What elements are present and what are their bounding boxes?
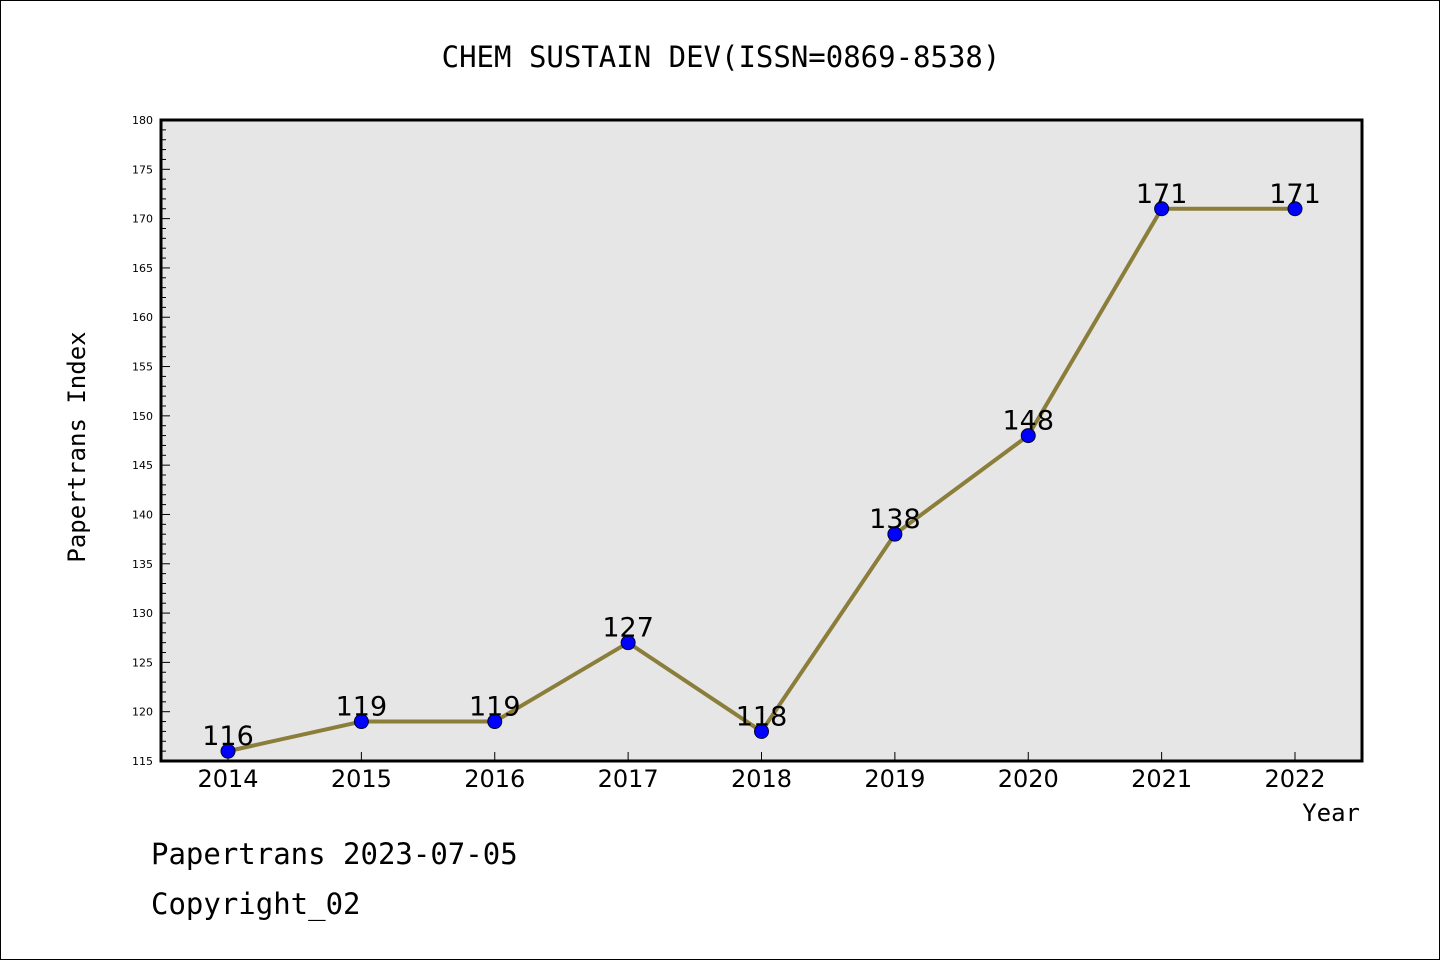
data-label: 148 [1002, 406, 1054, 437]
x-tick-label: 2019 [864, 765, 925, 793]
x-axis-label: Year [1302, 799, 1360, 827]
x-tick-label: 2018 [731, 765, 792, 793]
y-tick-label: 160 [132, 311, 153, 324]
y-tick-label: 130 [132, 607, 153, 620]
data-point [487, 714, 503, 730]
data-point [1154, 201, 1170, 217]
y-tick-label: 165 [132, 262, 153, 275]
y-tick-label: 120 [132, 706, 153, 719]
series-line-group [220, 201, 1303, 759]
x-tick-label: 2022 [1264, 765, 1325, 793]
x-axis: 2014 2015 2016 2017 2018 2019 2020 2021 2022 [197, 752, 1326, 793]
y-axis-label: Papertrans Index [63, 331, 91, 562]
data-labels-group: 116 119 119 127 118 138 148 171 171 [202, 179, 1321, 752]
y-tick-label: 150 [132, 410, 153, 423]
y-tick-label: 170 [132, 213, 153, 226]
data-point [1020, 428, 1036, 444]
y-axis: 115 120 125 130 135 140 145 150 155 160 165 170 175 1… [132, 114, 170, 768]
data-label: 119 [336, 692, 388, 723]
data-point [353, 714, 369, 730]
footer-date: Papertrans 2023-07-05 [151, 837, 518, 871]
data-label: 118 [736, 701, 788, 732]
x-tick-label: 2016 [464, 765, 525, 793]
y-tick-label: 180 [132, 114, 153, 127]
x-tick-label: 2020 [998, 765, 1059, 793]
y-tick-label: 135 [132, 558, 153, 571]
x-tick-label: 2014 [197, 765, 258, 793]
footer-copyright: Copyright_02 [151, 887, 361, 921]
data-label: 116 [202, 721, 254, 752]
chart-title: CHEM SUSTAIN DEV(ISSN=0869-8538) [442, 40, 1001, 74]
data-point [220, 743, 236, 759]
data-label: 171 [1136, 179, 1188, 210]
data-point [620, 635, 636, 651]
data-label: 119 [469, 692, 521, 723]
data-label: 171 [1269, 179, 1321, 210]
data-point [754, 723, 769, 739]
y-tick-label: 125 [132, 656, 153, 669]
data-point [887, 526, 903, 542]
y-tick-label: 155 [132, 361, 153, 374]
y-tick-label: 140 [132, 508, 153, 521]
data-point [1287, 201, 1303, 217]
y-tick-label: 175 [132, 163, 153, 176]
y-tick-label: 145 [132, 459, 153, 472]
x-tick-label: 2021 [1131, 765, 1192, 793]
data-label: 138 [869, 504, 921, 535]
data-label: 127 [602, 613, 654, 644]
y-tick-label: 115 [132, 755, 153, 768]
x-tick-label: 2015 [331, 765, 392, 793]
x-tick-label: 2017 [598, 765, 659, 793]
plot-area [159, 118, 1364, 763]
